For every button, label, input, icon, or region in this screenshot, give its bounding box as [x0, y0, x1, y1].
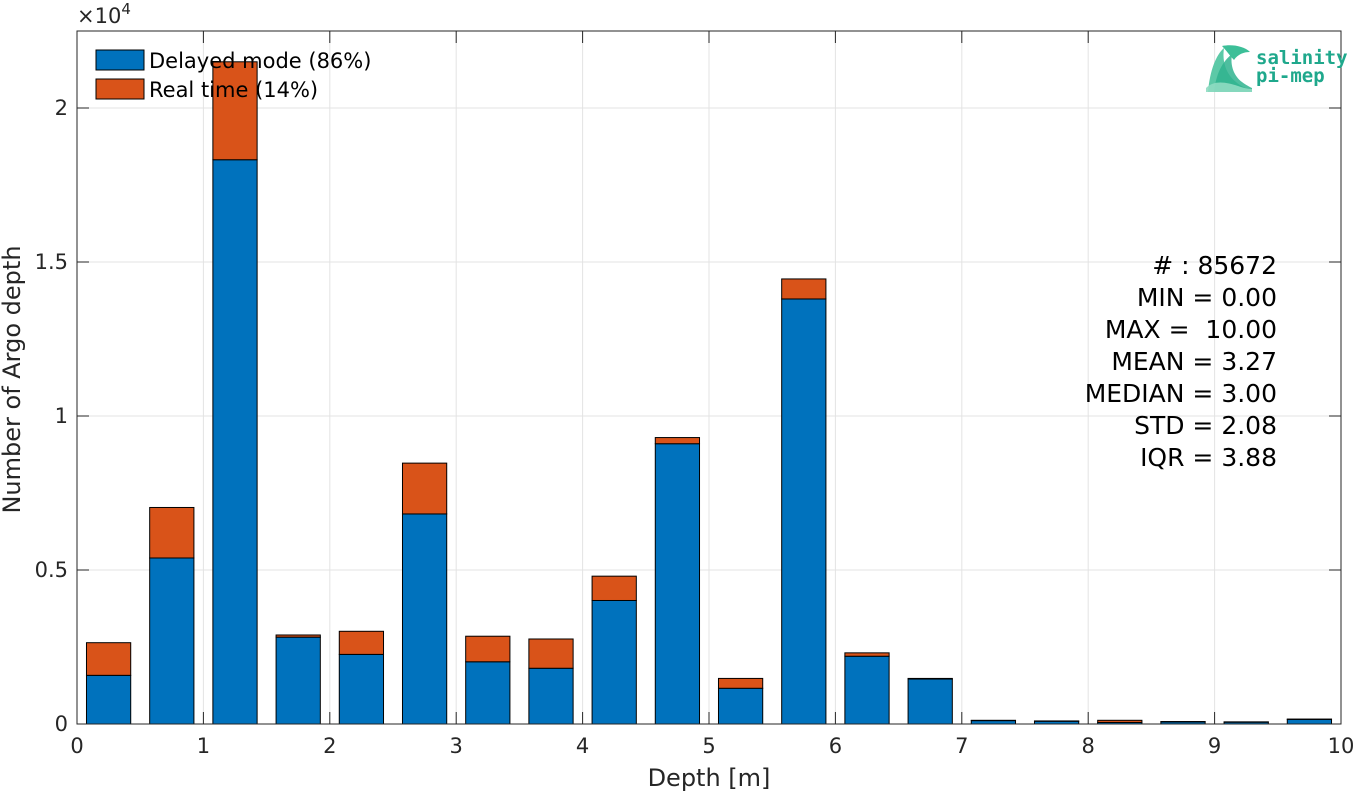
- stats-annotation: # : 85672 MIN = 0.00 MAX = 10.00 MEAN = 3.2…: [1085, 251, 1277, 472]
- y-tick-labels: 0 0.5 1 1.5 2: [35, 96, 68, 736]
- y-tick-label: 0.5: [35, 558, 68, 582]
- legend-label: Real time (14%): [149, 78, 318, 102]
- bar-real-time: [149, 506, 195, 559]
- y-axis-exponent: ×104: [77, 0, 131, 28]
- bar-delayed-mode: [338, 653, 385, 725]
- bar-delayed-mode: [970, 720, 1017, 725]
- bar-real-time: [781, 278, 827, 300]
- stats-line: STD = 2.08: [1134, 411, 1277, 440]
- wave-logo-icon: [1206, 45, 1252, 92]
- bar-delayed-mode: [465, 661, 511, 725]
- bar-real-time: [844, 652, 890, 657]
- bar-delayed-mode: [212, 159, 258, 725]
- x-tick-label: 0: [70, 734, 83, 758]
- bar-real-time: [591, 575, 637, 601]
- bar-delayed-mode: [401, 513, 448, 725]
- bar-delayed-mode: [717, 687, 764, 725]
- stats-line: MEDIAN = 3.00: [1085, 379, 1277, 408]
- bar-real-time: [465, 635, 511, 663]
- x-tick-label: 1: [197, 734, 210, 758]
- y-tick-label: 2: [55, 96, 68, 120]
- x-tick-label: 8: [1082, 734, 1095, 758]
- legend: Delayed mode (86%) Real time (14%): [95, 49, 371, 102]
- bar-real-time: [401, 462, 448, 515]
- bar-real-time: [85, 642, 132, 676]
- x-tick-label: 6: [829, 734, 842, 758]
- logo-text-salinity: salinity: [1256, 47, 1348, 69]
- y-axis-label: Number of Argo depth: [0, 245, 26, 513]
- x-tick-label: 9: [1208, 734, 1221, 758]
- bar-delayed-mode: [1286, 718, 1333, 725]
- salinity-pi-mep-logo: salinity pi-mep: [1206, 45, 1348, 92]
- x-tick-label: 3: [450, 734, 463, 758]
- bar-delayed-mode: [781, 298, 827, 725]
- x-tick-label: 10: [1328, 734, 1355, 758]
- stats-line: MIN = 0.00: [1137, 283, 1277, 312]
- legend-label: Delayed mode (86%): [149, 49, 371, 73]
- legend-swatch: [95, 49, 145, 71]
- bar-delayed-mode: [528, 667, 574, 725]
- bar-delayed-mode: [844, 655, 890, 725]
- x-tick-labels: 0 1 2 3 4 5 6 7 8 9 10: [70, 734, 1354, 758]
- bar-delayed-mode: [85, 674, 132, 725]
- bar-real-time: [654, 437, 701, 445]
- y-tick-label: 1.5: [35, 250, 68, 274]
- bar-real-time: [275, 634, 321, 638]
- x-axis-label: Depth [m]: [648, 764, 771, 792]
- bar-real-time: [338, 630, 385, 655]
- bar-series: [85, 61, 1333, 725]
- x-tick-label: 2: [323, 734, 336, 758]
- x-tick-label: 7: [955, 734, 968, 758]
- stats-line: # : 85672: [1152, 251, 1277, 280]
- x-tick-label: 4: [576, 734, 589, 758]
- logo-text-pi-mep: pi-mep: [1256, 65, 1325, 87]
- y-tick-label: 1: [55, 404, 68, 428]
- y-tick-label: 0: [55, 712, 68, 736]
- bar-delayed-mode: [149, 557, 195, 725]
- bar-real-time: [528, 638, 574, 669]
- bar-delayed-mode: [275, 636, 321, 725]
- bar-real-time: [717, 677, 764, 689]
- axis-ticks: [76, 31, 1342, 725]
- x-tick-label: 5: [702, 734, 715, 758]
- grid-lines: [77, 31, 1341, 724]
- bar-real-time: [212, 61, 258, 161]
- stats-line: IQR = 3.88: [1140, 443, 1277, 472]
- bar-real-time: [1097, 719, 1143, 723]
- bar-real-time: [907, 677, 953, 680]
- stats-line: MAX = 10.00: [1105, 315, 1277, 344]
- stats-line: MEAN = 3.27: [1111, 347, 1277, 376]
- bar-delayed-mode: [654, 443, 701, 725]
- legend-swatch: [95, 78, 145, 100]
- bar-delayed-mode: [907, 678, 953, 725]
- bar-delayed-mode: [591, 599, 637, 725]
